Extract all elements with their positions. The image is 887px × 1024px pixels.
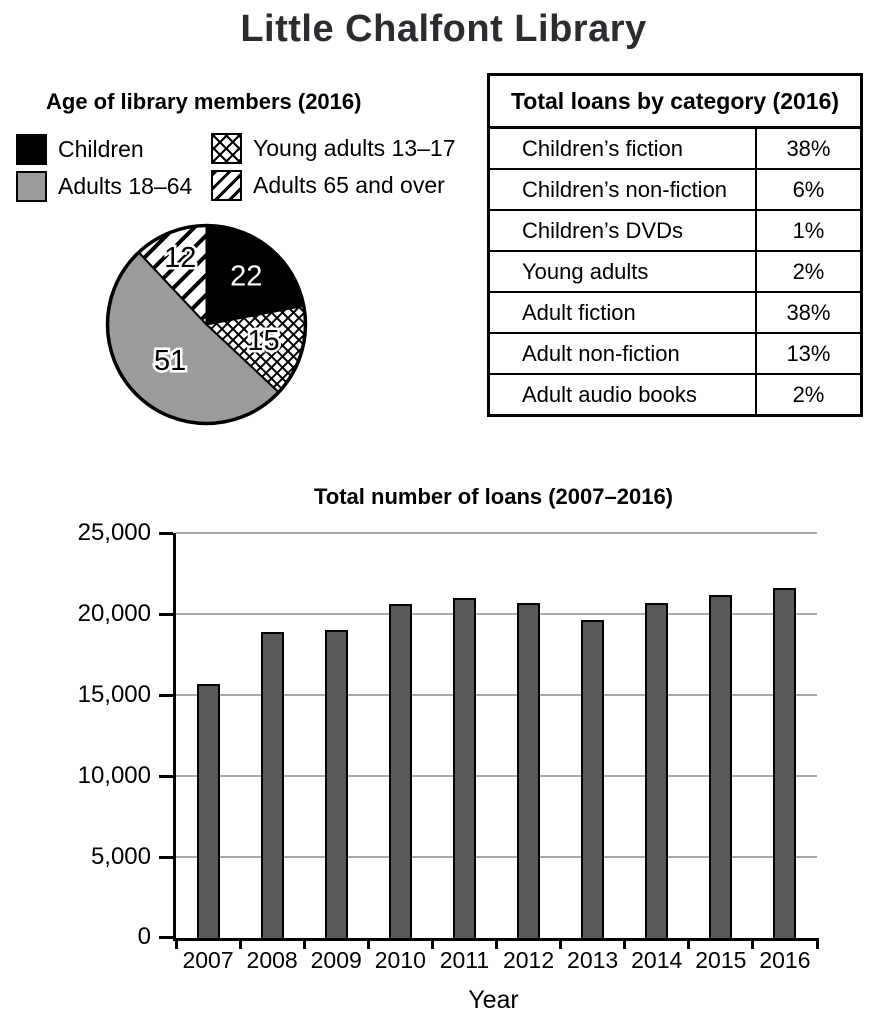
x-tick-5 bbox=[495, 938, 498, 949]
x-tick-9 bbox=[751, 938, 755, 949]
table-row: Adult non-fiction 13% bbox=[487, 332, 863, 375]
bar-plot: 25,000 20,000 15,000 10,000 5,000 0 2007 2008 20… bbox=[78, 519, 819, 973]
year-label-2011: 2011 bbox=[439, 947, 490, 973]
y-tick-label-5,000: 5,000 bbox=[90, 843, 151, 870]
y-tick-10,000 bbox=[159, 775, 173, 778]
x-tick-0 bbox=[174, 938, 178, 949]
pie-section-title: Age of library members (2016) bbox=[46, 89, 362, 114]
table-row: Adult audio books 2% bbox=[487, 373, 863, 417]
bar-2016 bbox=[773, 588, 797, 938]
gridline-20,000 bbox=[176, 613, 817, 615]
legend-label-young-adults: Young adults 13–17 bbox=[253, 135, 456, 161]
x-tick-10 bbox=[815, 938, 819, 949]
y-tick-label-20,000: 20,000 bbox=[77, 600, 151, 627]
pie-value-label-3: 12 bbox=[164, 242, 196, 274]
year-label-2010: 2010 bbox=[374, 947, 426, 973]
bar-2012 bbox=[517, 603, 541, 938]
y-tick-20,000 bbox=[159, 613, 173, 616]
bar-2007 bbox=[196, 684, 220, 938]
bar-2009 bbox=[324, 630, 348, 938]
year-label-2008: 2008 bbox=[246, 947, 298, 973]
category-value: 6% bbox=[754, 168, 863, 211]
x-tick-2 bbox=[302, 938, 306, 949]
legend-label-adults-65-over: Adults 65 and over bbox=[253, 172, 445, 198]
legend-item-children: Children bbox=[16, 134, 144, 165]
legend-label-adults-18-64: Adults 18–64 bbox=[58, 173, 193, 199]
pie-outline bbox=[105, 223, 308, 426]
category-label: Children’s non-fiction bbox=[487, 168, 757, 211]
bar-2010 bbox=[388, 604, 412, 938]
category-label: Children’s DVDs bbox=[487, 209, 757, 252]
loans-table: Total loans by category (2016) Children’… bbox=[487, 73, 863, 417]
x-tick-3 bbox=[366, 938, 370, 949]
category-value: 38% bbox=[754, 291, 863, 334]
category-label: Adult non-fiction bbox=[487, 332, 757, 375]
y-tick-label-0: 0 bbox=[137, 923, 151, 950]
legend-item-young-adults: Young adults 13–17 bbox=[211, 133, 456, 164]
y-tick-15,000 bbox=[159, 694, 173, 697]
legend-label-children: Children bbox=[58, 136, 144, 162]
x-tick-8 bbox=[687, 938, 691, 949]
pie-value-label-0: 22 bbox=[230, 260, 262, 292]
barchart-xlabel: Year bbox=[468, 986, 519, 1014]
pie-chart: 22 15 51 12 bbox=[105, 223, 308, 426]
table-row: Children’s non-fiction 6% bbox=[487, 168, 863, 211]
category-value: 38% bbox=[754, 126, 863, 170]
y-tick-0 bbox=[159, 936, 173, 939]
category-value: 13% bbox=[754, 332, 863, 375]
table-row: Children’s DVDs 1% bbox=[487, 209, 863, 252]
x-tick-4 bbox=[430, 938, 434, 949]
category-value: 2% bbox=[754, 373, 863, 417]
legend-item-adults-18-64: Adults 18–64 bbox=[16, 171, 192, 202]
x-tick-1 bbox=[238, 938, 242, 949]
legend-swatch-children bbox=[16, 134, 47, 165]
category-label: Children’s fiction bbox=[487, 126, 757, 170]
page-title: Little Chalfont Library bbox=[240, 8, 647, 50]
year-label-2012: 2012 bbox=[502, 947, 555, 973]
legend-swatch-adults-65-over bbox=[211, 170, 242, 201]
bar-2014 bbox=[645, 603, 669, 938]
gridline-5,000 bbox=[176, 856, 817, 858]
gridline-15,000 bbox=[176, 694, 817, 696]
year-label-2015: 2015 bbox=[695, 947, 747, 973]
year-label-2007: 2007 bbox=[182, 947, 234, 973]
x-tick-7 bbox=[623, 938, 627, 949]
y-tick-label-25,000: 25,000 bbox=[77, 519, 151, 546]
table-row: Children’s fiction 38% bbox=[487, 126, 863, 170]
category-label: Adult audio books bbox=[487, 373, 757, 417]
y-tick-label-10,000: 10,000 bbox=[77, 762, 151, 789]
y-tick-5,000 bbox=[159, 856, 173, 859]
bar-2008 bbox=[260, 632, 284, 938]
category-value: 2% bbox=[754, 250, 863, 293]
gridline-10,000 bbox=[176, 775, 817, 777]
bar-2011 bbox=[452, 598, 476, 938]
category-label: Adult fiction bbox=[487, 291, 757, 334]
category-value: 1% bbox=[754, 209, 863, 252]
year-label-2013: 2013 bbox=[567, 947, 619, 973]
x-tick-6 bbox=[559, 938, 563, 949]
legend-swatch-young-adults bbox=[211, 133, 242, 164]
table-row: Adult fiction 38% bbox=[487, 291, 863, 334]
bar-2015 bbox=[709, 595, 733, 938]
gridline-25,000 bbox=[176, 532, 817, 534]
table-title: Total loans by category (2016) bbox=[487, 73, 863, 129]
table-header-row: Total loans by category (2016) bbox=[487, 73, 863, 129]
pie-value-label-1: 15 bbox=[247, 325, 279, 357]
table-row: Young adults 2% bbox=[487, 250, 863, 293]
year-label-2016: 2016 bbox=[759, 947, 811, 973]
year-label-2009: 2009 bbox=[310, 947, 362, 973]
pie-value-label-2: 51 bbox=[154, 345, 186, 377]
bar-2013 bbox=[581, 620, 605, 938]
legend-item-adults-65-over: Adults 65 and over bbox=[211, 170, 445, 201]
y-tick-25,000 bbox=[159, 532, 173, 535]
category-label: Young adults bbox=[487, 250, 757, 293]
legend-swatch-adults-18-64 bbox=[16, 171, 47, 202]
barchart-title: Total number of loans (2007–2016) bbox=[313, 484, 674, 509]
year-label-2014: 2014 bbox=[631, 947, 683, 973]
y-tick-label-15,000: 15,000 bbox=[77, 681, 151, 708]
